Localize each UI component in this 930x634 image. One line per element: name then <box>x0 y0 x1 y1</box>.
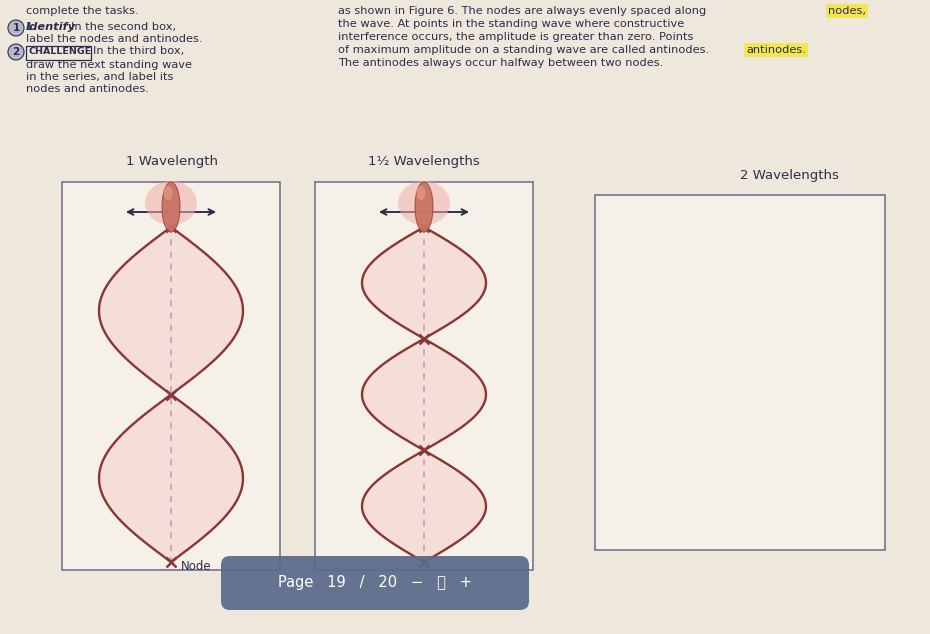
Text: of maximum amplitude on a standing wave are called antinodes.: of maximum amplitude on a standing wave … <box>338 45 709 55</box>
Polygon shape <box>99 394 243 562</box>
Text: In the third box,: In the third box, <box>93 46 184 56</box>
Text: 2: 2 <box>12 47 20 57</box>
Bar <box>315 182 533 570</box>
Text: 1 Wavelength: 1 Wavelength <box>126 155 218 168</box>
FancyBboxPatch shape <box>221 556 529 610</box>
Text: draw the next standing wave: draw the next standing wave <box>26 60 192 70</box>
Text: in the series, and label its: in the series, and label its <box>26 72 173 82</box>
Ellipse shape <box>164 186 172 200</box>
Polygon shape <box>362 227 486 339</box>
Text: the wave. At points in the standing wave where constructive: the wave. At points in the standing wave… <box>338 19 684 29</box>
Ellipse shape <box>417 186 426 200</box>
Text: 1: 1 <box>12 23 20 33</box>
Bar <box>595 195 885 550</box>
Ellipse shape <box>8 20 24 36</box>
Text: 1½ Wavelengths: 1½ Wavelengths <box>368 155 480 168</box>
Text: complete the tasks.: complete the tasks. <box>26 6 139 16</box>
Ellipse shape <box>162 182 180 232</box>
Ellipse shape <box>145 181 197 225</box>
Bar <box>62 182 280 570</box>
Text: Page   19   /   20   −   🔍   +: Page 19 / 20 − 🔍 + <box>278 576 472 590</box>
Polygon shape <box>362 450 486 562</box>
Text: The antinodes always occur halfway between two nodes.: The antinodes always occur halfway betwe… <box>338 58 663 68</box>
Text: Identify: Identify <box>26 22 76 32</box>
Text: as shown in Figure 6. The nodes are always evenly spaced along: as shown in Figure 6. The nodes are alwa… <box>338 6 706 16</box>
Polygon shape <box>99 227 243 394</box>
Polygon shape <box>362 339 486 450</box>
Text: Node: Node <box>181 560 212 573</box>
Text: nodes,: nodes, <box>828 6 866 16</box>
Text: 1.: 1. <box>26 22 41 32</box>
Ellipse shape <box>415 182 433 232</box>
Text: CHALLENGE: CHALLENGE <box>28 48 91 56</box>
Text: In the second box,: In the second box, <box>71 22 176 32</box>
Text: antinodes.: antinodes. <box>746 45 806 55</box>
Text: 2 Wavelengths: 2 Wavelengths <box>740 169 839 182</box>
Text: interference occurs, the amplitude is greater than zero. Points: interference occurs, the amplitude is gr… <box>338 32 694 42</box>
Ellipse shape <box>8 44 24 60</box>
Ellipse shape <box>398 181 450 225</box>
Text: label the nodes and antinodes.: label the nodes and antinodes. <box>26 34 203 44</box>
Text: nodes and antinodes.: nodes and antinodes. <box>26 84 149 94</box>
